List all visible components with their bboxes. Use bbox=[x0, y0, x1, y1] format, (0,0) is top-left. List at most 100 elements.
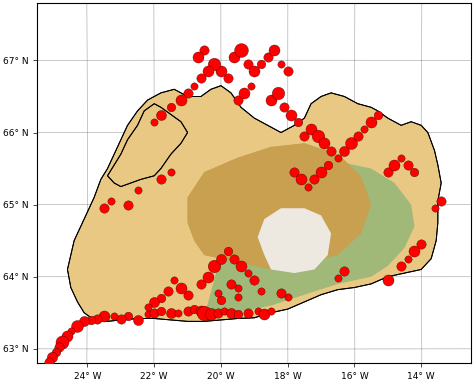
Point bbox=[224, 75, 231, 81]
Point bbox=[334, 275, 342, 281]
Point bbox=[197, 75, 205, 81]
Point bbox=[291, 169, 298, 175]
Point bbox=[107, 198, 115, 204]
Point bbox=[81, 318, 88, 324]
Point bbox=[217, 256, 225, 262]
Point bbox=[227, 310, 235, 316]
Point bbox=[214, 310, 221, 316]
Point bbox=[314, 133, 321, 139]
Point bbox=[191, 83, 198, 89]
Point bbox=[341, 147, 348, 154]
Point bbox=[144, 304, 151, 310]
Point bbox=[324, 162, 331, 168]
Point bbox=[237, 263, 245, 269]
Point bbox=[150, 310, 158, 316]
Point bbox=[264, 54, 272, 60]
Point bbox=[307, 126, 315, 132]
Point bbox=[217, 68, 225, 74]
Point bbox=[284, 294, 292, 300]
Point bbox=[201, 46, 208, 53]
Point bbox=[261, 311, 268, 317]
Point bbox=[217, 297, 225, 303]
Polygon shape bbox=[204, 151, 414, 316]
Point bbox=[354, 133, 362, 139]
Point bbox=[167, 169, 175, 175]
Point bbox=[267, 97, 275, 103]
Point bbox=[150, 299, 158, 305]
Point bbox=[234, 311, 241, 317]
Point bbox=[197, 308, 205, 314]
Point bbox=[397, 155, 405, 161]
Point bbox=[167, 104, 175, 110]
Point bbox=[240, 90, 248, 96]
Point bbox=[257, 61, 265, 67]
Point bbox=[100, 313, 108, 319]
Point bbox=[244, 270, 251, 276]
Point bbox=[164, 288, 172, 294]
Point bbox=[410, 169, 418, 175]
Point bbox=[271, 46, 278, 53]
Point bbox=[110, 313, 118, 319]
Point bbox=[157, 295, 164, 301]
Point bbox=[124, 313, 131, 319]
Point bbox=[301, 133, 308, 139]
Polygon shape bbox=[258, 208, 331, 273]
Point bbox=[297, 176, 305, 182]
Point bbox=[204, 274, 211, 280]
Point bbox=[294, 119, 301, 125]
Point bbox=[134, 317, 141, 323]
Polygon shape bbox=[108, 104, 188, 187]
Point bbox=[247, 83, 255, 89]
Point bbox=[438, 198, 445, 204]
Point bbox=[177, 97, 185, 103]
Point bbox=[287, 111, 295, 118]
Point bbox=[124, 202, 131, 208]
Point bbox=[214, 290, 221, 296]
Point bbox=[410, 248, 418, 255]
Point bbox=[167, 310, 175, 316]
Point bbox=[59, 339, 66, 345]
Point bbox=[234, 97, 241, 103]
Point bbox=[197, 281, 205, 287]
Point bbox=[157, 111, 164, 118]
Point bbox=[227, 281, 235, 287]
Point bbox=[157, 176, 164, 182]
Point bbox=[391, 162, 398, 168]
Point bbox=[52, 349, 60, 356]
Point bbox=[257, 288, 265, 294]
Point bbox=[201, 310, 208, 316]
Point bbox=[274, 90, 282, 96]
Point bbox=[244, 310, 251, 316]
Polygon shape bbox=[204, 151, 414, 316]
Point bbox=[251, 277, 258, 283]
Point bbox=[46, 359, 53, 365]
Polygon shape bbox=[67, 86, 441, 321]
Point bbox=[171, 277, 178, 283]
Point bbox=[310, 176, 318, 182]
Point bbox=[254, 308, 262, 314]
Point bbox=[277, 290, 285, 296]
Point bbox=[320, 140, 328, 146]
Point bbox=[184, 90, 191, 96]
Point bbox=[367, 119, 375, 125]
Point bbox=[157, 308, 164, 314]
Point bbox=[404, 162, 411, 168]
Point bbox=[251, 68, 258, 74]
Polygon shape bbox=[188, 143, 371, 270]
Point bbox=[117, 315, 125, 321]
Point bbox=[49, 354, 56, 361]
Point bbox=[431, 205, 438, 211]
Point bbox=[374, 111, 382, 118]
Point bbox=[418, 241, 425, 247]
Point bbox=[327, 147, 335, 154]
Point bbox=[150, 119, 158, 125]
Point bbox=[234, 285, 241, 291]
Point bbox=[134, 187, 141, 193]
Point bbox=[230, 256, 238, 262]
Point bbox=[210, 61, 218, 67]
Point bbox=[174, 310, 182, 316]
Point bbox=[244, 61, 251, 67]
Point bbox=[184, 291, 191, 298]
Point bbox=[224, 248, 231, 255]
Point bbox=[404, 256, 411, 262]
